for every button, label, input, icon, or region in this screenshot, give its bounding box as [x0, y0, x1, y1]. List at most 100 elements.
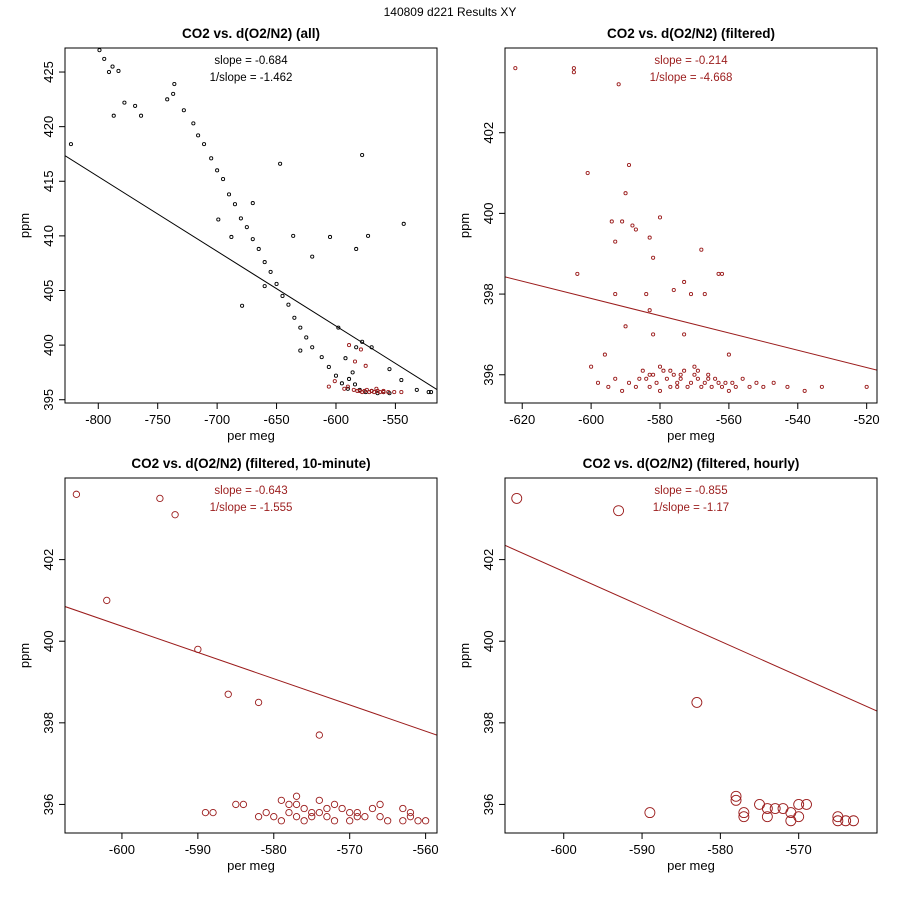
x-tick-label: -800 — [85, 412, 111, 427]
data-point — [793, 811, 805, 823]
data-point — [376, 813, 384, 821]
data-point — [278, 161, 283, 166]
data-point — [606, 384, 611, 389]
data-point — [761, 811, 773, 823]
data-point — [254, 813, 263, 821]
data-point — [224, 690, 232, 698]
x-tick-label: -600 — [323, 412, 349, 427]
data-point — [353, 813, 361, 821]
data-point — [369, 345, 374, 350]
data-point — [754, 798, 765, 810]
data-point — [327, 234, 333, 240]
data-points — [511, 492, 859, 827]
chart-panel-2: CO2 vs. d(O2/N2) (filtered) -620 -600 -580 -… — [457, 26, 880, 443]
data-point — [262, 260, 267, 265]
data-point — [308, 808, 316, 817]
data-point — [769, 803, 781, 814]
data-point — [675, 380, 680, 385]
data-point — [238, 216, 243, 221]
data-point — [343, 356, 348, 361]
data-point — [706, 372, 711, 377]
data-point — [215, 168, 220, 173]
data-point — [777, 803, 789, 814]
data-point — [699, 384, 704, 389]
data-point — [202, 142, 207, 147]
x-axis-label: per meg — [227, 428, 275, 443]
data-point — [406, 808, 415, 817]
data-point — [668, 384, 673, 389]
x-axis-label: per meg — [667, 428, 715, 443]
data-point — [713, 376, 718, 381]
slope-annotation: slope = -0.643 — [214, 485, 287, 497]
data-point — [342, 386, 347, 391]
x-tick-label: -580 — [707, 842, 733, 857]
data-point — [613, 292, 618, 297]
data-point — [181, 108, 186, 113]
x-tick-label: -560 — [716, 412, 742, 427]
data-point — [613, 239, 618, 244]
data-point — [338, 804, 346, 813]
data-point — [654, 380, 659, 385]
y-tick-label: 400 — [481, 203, 496, 225]
data-point — [678, 372, 683, 377]
chart-panel-1: CO2 vs. d(O2/N2) (all) -800 -750 -700 -650 -6… — [17, 26, 438, 443]
data-point — [633, 384, 638, 389]
data-point — [602, 352, 607, 357]
data-point — [102, 56, 107, 61]
data-point — [274, 281, 279, 286]
data-point — [172, 81, 177, 87]
data-point — [429, 390, 434, 395]
data-point — [262, 808, 270, 817]
data-point — [298, 325, 303, 330]
data-point — [315, 731, 323, 739]
data-point — [637, 376, 642, 381]
data-point — [609, 219, 614, 224]
data-point — [347, 376, 352, 382]
data-point — [280, 293, 285, 299]
data-point — [232, 202, 238, 207]
data-point — [310, 254, 315, 259]
data-point — [738, 807, 750, 819]
data-point — [399, 378, 404, 383]
data-point — [702, 380, 707, 385]
data-point — [426, 390, 431, 395]
data-point — [384, 817, 392, 825]
data-point — [354, 345, 359, 350]
data-point — [292, 315, 297, 320]
y-tick-label: 398 — [481, 283, 496, 305]
data-point — [644, 376, 649, 381]
data-point — [352, 382, 358, 387]
data-point — [832, 815, 844, 827]
data-point — [864, 384, 869, 389]
regression-line — [65, 155, 437, 390]
data-point — [240, 303, 245, 308]
data-point — [730, 790, 742, 802]
y-axis-label: ppm — [457, 643, 472, 668]
data-point — [133, 103, 138, 108]
data-point — [730, 380, 735, 385]
data-point — [72, 490, 81, 498]
data-point — [333, 373, 339, 378]
data-point — [771, 380, 776, 385]
data-point — [399, 817, 407, 825]
data-point — [719, 271, 725, 276]
data-point — [661, 368, 666, 373]
data-point — [330, 800, 339, 809]
data-point — [68, 142, 73, 147]
data-point — [740, 376, 745, 381]
x-tick-label: -700 — [204, 412, 230, 427]
slope-annotation: slope = -0.855 — [654, 485, 727, 497]
data-point — [668, 368, 673, 373]
data-point — [97, 48, 102, 53]
data-point — [250, 237, 255, 242]
chart-title: CO2 vs. d(O2/N2) (all) — [182, 26, 320, 41]
data-point — [360, 152, 365, 158]
y-tick-label: 396 — [481, 794, 496, 816]
slope-annotation: 1/slope = -1.555 — [210, 502, 293, 514]
data-point — [326, 364, 331, 370]
data-point — [353, 808, 361, 817]
data-point — [366, 233, 371, 238]
y-tick-label: 402 — [41, 549, 56, 571]
data-point — [761, 803, 773, 814]
x-tick-label: -520 — [854, 412, 880, 427]
